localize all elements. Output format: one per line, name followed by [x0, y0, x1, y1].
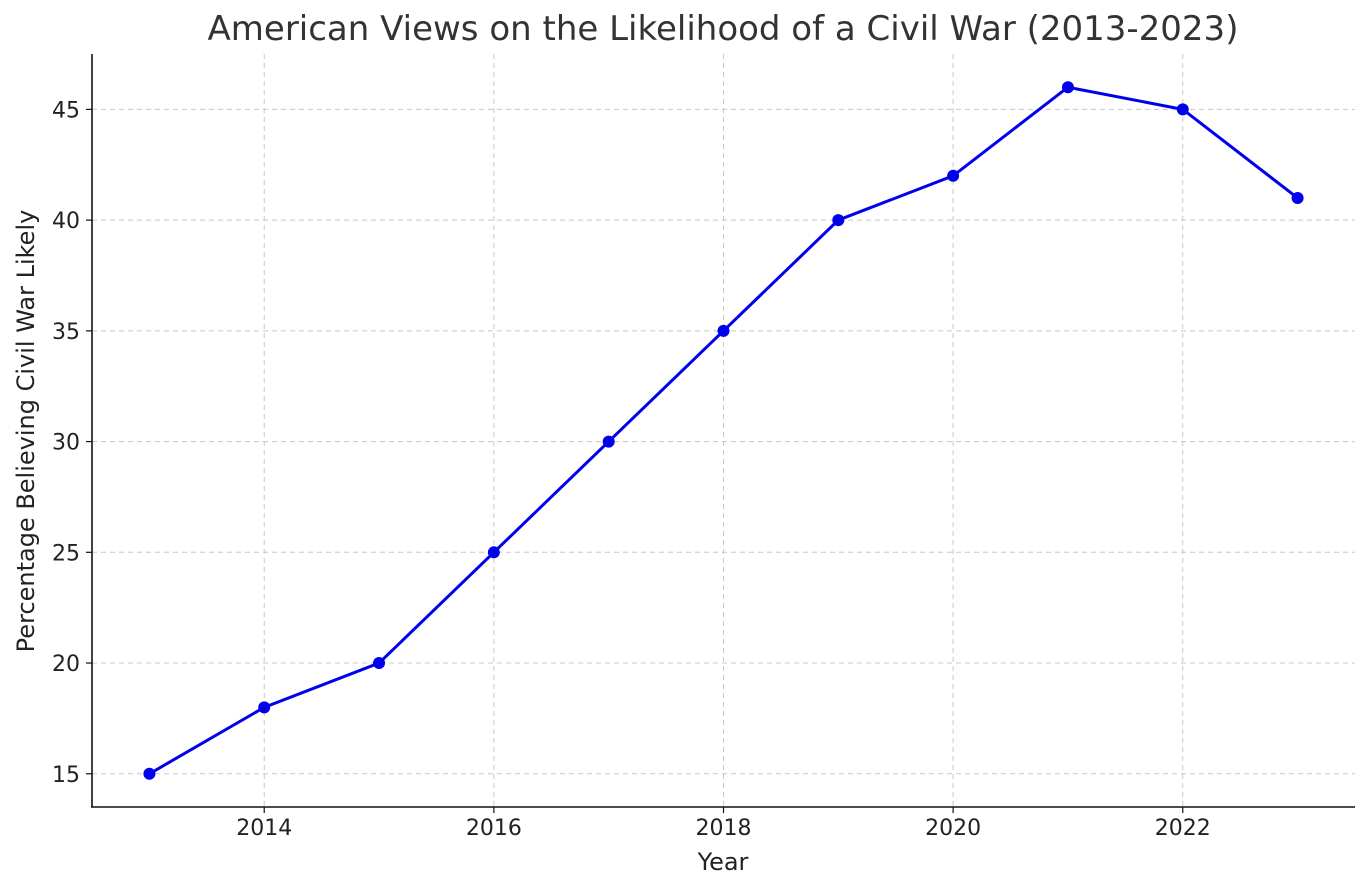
y-tick-label: 40 — [52, 209, 80, 234]
data-point — [717, 324, 730, 337]
data-point — [832, 214, 845, 227]
y-tick-label: 25 — [52, 541, 80, 566]
y-tick-label: 45 — [52, 98, 80, 123]
data-point — [1291, 191, 1304, 204]
data-point — [143, 767, 156, 780]
data-point — [602, 435, 615, 448]
data-point — [947, 169, 960, 182]
grid — [92, 54, 1355, 807]
y-axis-label: Percentage Believing Civil War Likely — [12, 210, 40, 653]
x-tick-label: 2018 — [696, 816, 752, 841]
x-tick-label: 2022 — [1155, 816, 1211, 841]
ticks: 2014 2016 2018 2020 2022 15 20 25 30 35 40 45 — [52, 98, 1211, 841]
y-tick-label: 30 — [52, 431, 80, 456]
x-tick-label: 2016 — [466, 816, 522, 841]
data-point — [373, 657, 386, 670]
data-point — [258, 701, 271, 714]
data-point — [487, 546, 500, 559]
x-tick-label: 2014 — [236, 816, 292, 841]
x-tick-label: 2020 — [925, 816, 981, 841]
x-axis-label: Year — [697, 848, 749, 876]
data-point — [1061, 81, 1074, 94]
y-tick-label: 20 — [52, 652, 80, 677]
series — [143, 81, 1304, 780]
chart-title: American Views on the Likelihood of a Ci… — [208, 9, 1239, 49]
y-tick-label: 15 — [52, 763, 80, 788]
data-point — [1176, 103, 1189, 116]
y-tick-label: 35 — [52, 320, 80, 345]
